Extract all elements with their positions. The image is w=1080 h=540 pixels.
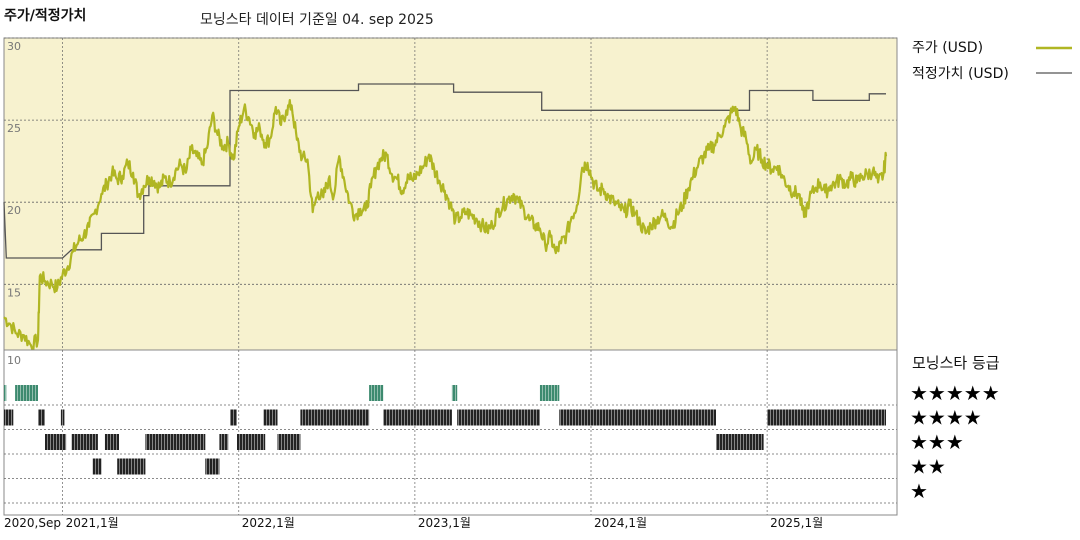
y-tick-label: 25 (7, 122, 21, 135)
rating-title: 모닝스타 등급 (912, 354, 1000, 372)
rating-bar-2-star (205, 458, 220, 475)
rating-plot-frame (3, 349, 898, 516)
rating-level-3-stars: ★★★ (910, 430, 964, 454)
rating-bar-4-star (263, 409, 278, 426)
rating-bar-3-star (104, 434, 119, 450)
rating-bar-3-star (145, 434, 206, 450)
rating-bar-4-star (38, 409, 45, 426)
x-tick-label: 2024,1월 (594, 516, 647, 530)
rating-level-5-stars: ★★★★★ (910, 381, 1000, 405)
rating-bars (4, 385, 886, 475)
rating-bar-3-star (45, 434, 67, 450)
price-line (3, 99, 888, 352)
rating-levels: ★★★★★★★★★★★★★★★ (910, 381, 1000, 503)
rating-bar-4-star (767, 409, 886, 426)
price-plot-background (3, 37, 898, 351)
rating-bar-4-star (300, 409, 370, 426)
rating-panel: 10 모닝스타 등급 ★★★★★★★★★★★★★★★ (3, 349, 1000, 516)
rating-bar-2-star (117, 458, 146, 475)
rating-bar-3-star (716, 434, 764, 450)
x-tick-label: 2022,1월 (242, 516, 295, 530)
x-axis-ticks: 2020,Sep 2021,1월 2022,1월 2023,1월 2024,1월 2025… (4, 516, 823, 530)
y-axis-ticks: 15 20 25 30 (7, 40, 21, 299)
x-tick-label: 2023,1월 (418, 516, 471, 530)
rating-bar-2-star (92, 458, 102, 475)
rating-bar-5-star (369, 385, 384, 401)
rating-bar-4-star (230, 409, 237, 426)
rating-bar-3-star (237, 434, 266, 450)
y-tick-label: 30 (7, 40, 21, 53)
fair-value-line (3, 83, 886, 259)
y-tick-label: 20 (7, 204, 21, 217)
x-tick-label: 2020,Sep (4, 516, 61, 530)
rating-bar-5-star (15, 385, 38, 401)
rating-level-4-stars: ★★★★ (910, 406, 982, 430)
rating-level-1-stars: ★ (910, 479, 928, 503)
legend: 주가 (USD) 적정가치 (USD) (912, 40, 1072, 82)
rating-bar-4-star (383, 409, 452, 426)
rating-bar-5-star (4, 385, 7, 401)
rating-bar-5-star (539, 385, 560, 401)
rating-bar-3-star (219, 434, 229, 450)
rating-bar-4-star (559, 409, 716, 426)
rating-bar-4-star (60, 409, 65, 426)
data-date-subtitle: 모닝스타 데이터 기준일 04. sep 2025 (200, 12, 434, 28)
rating-bar-4-star (4, 409, 14, 426)
rating-level-2-stars: ★★ (910, 455, 946, 479)
x-tick-label: 2021,1월 (66, 516, 119, 530)
legend-fair-value-label: 적정가치 (USD) (912, 66, 1009, 82)
rating-bar-5-star (451, 385, 458, 401)
x-tick-label: 2025,1월 (770, 516, 823, 530)
rating-grid (4, 350, 897, 515)
rating-bar-4-star (457, 409, 540, 426)
rating-bar-3-star (277, 434, 301, 450)
price-panel: 15 20 25 30 (3, 37, 898, 352)
rating-panel-tick-10: 10 (7, 354, 21, 367)
rating-bar-3-star (71, 434, 98, 450)
y-tick-label: 15 (7, 286, 21, 299)
legend-price-label: 주가 (USD) (912, 40, 983, 56)
chart-title: 주가/적정가치 (4, 7, 86, 24)
